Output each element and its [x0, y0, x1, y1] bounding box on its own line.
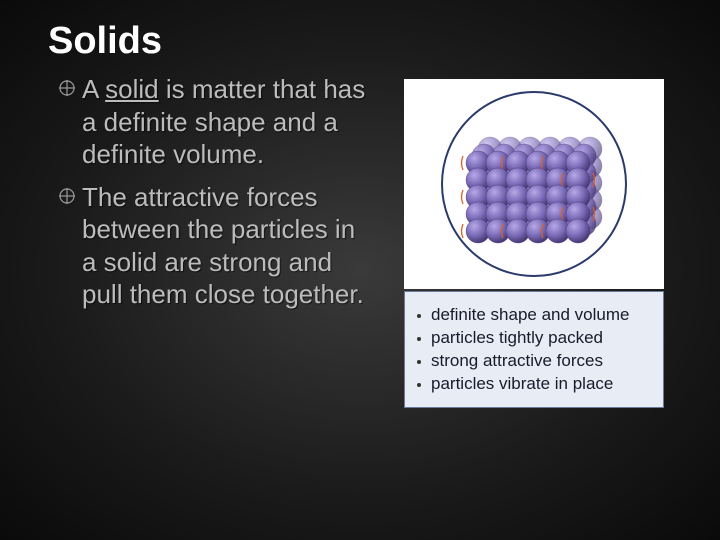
dot-bullet-icon	[417, 337, 421, 341]
dot-bullet-icon	[417, 383, 421, 387]
dot-bullet-icon	[417, 314, 421, 318]
property-text: strong attractive forces	[431, 351, 603, 371]
text-column: A solid is matter that has a definite sh…	[58, 73, 368, 408]
property-item: particles tightly packed	[417, 328, 651, 348]
property-item: particles vibrate in place	[417, 374, 651, 394]
crosshair-bullet-icon	[58, 79, 76, 102]
property-text: particles vibrate in place	[431, 374, 613, 394]
dot-bullet-icon	[417, 360, 421, 364]
property-item: definite shape and volume	[417, 305, 651, 325]
property-text: particles tightly packed	[431, 328, 603, 348]
page-title: Solids	[0, 0, 720, 73]
bullet-prefix: A	[82, 74, 105, 104]
bullet-underlined: solid	[105, 74, 158, 104]
bullet-text: A solid is matter that has a definite sh…	[82, 73, 368, 171]
properties-box: definite shape and volume particles tigh…	[404, 291, 664, 408]
property-text: definite shape and volume	[431, 305, 629, 325]
bullet-text: The attractive forces between the partic…	[82, 181, 368, 311]
property-item: strong attractive forces	[417, 351, 651, 371]
content-area: A solid is matter that has a definite sh…	[0, 73, 720, 408]
solid-particles-diagram	[404, 79, 664, 289]
bullet-item: A solid is matter that has a definite sh…	[58, 73, 368, 171]
bullet-item: The attractive forces between the partic…	[58, 181, 368, 311]
crosshair-bullet-icon	[58, 187, 76, 210]
image-column: definite shape and volume particles tigh…	[388, 73, 680, 408]
bullet-rest: The attractive forces between the partic…	[82, 182, 364, 310]
